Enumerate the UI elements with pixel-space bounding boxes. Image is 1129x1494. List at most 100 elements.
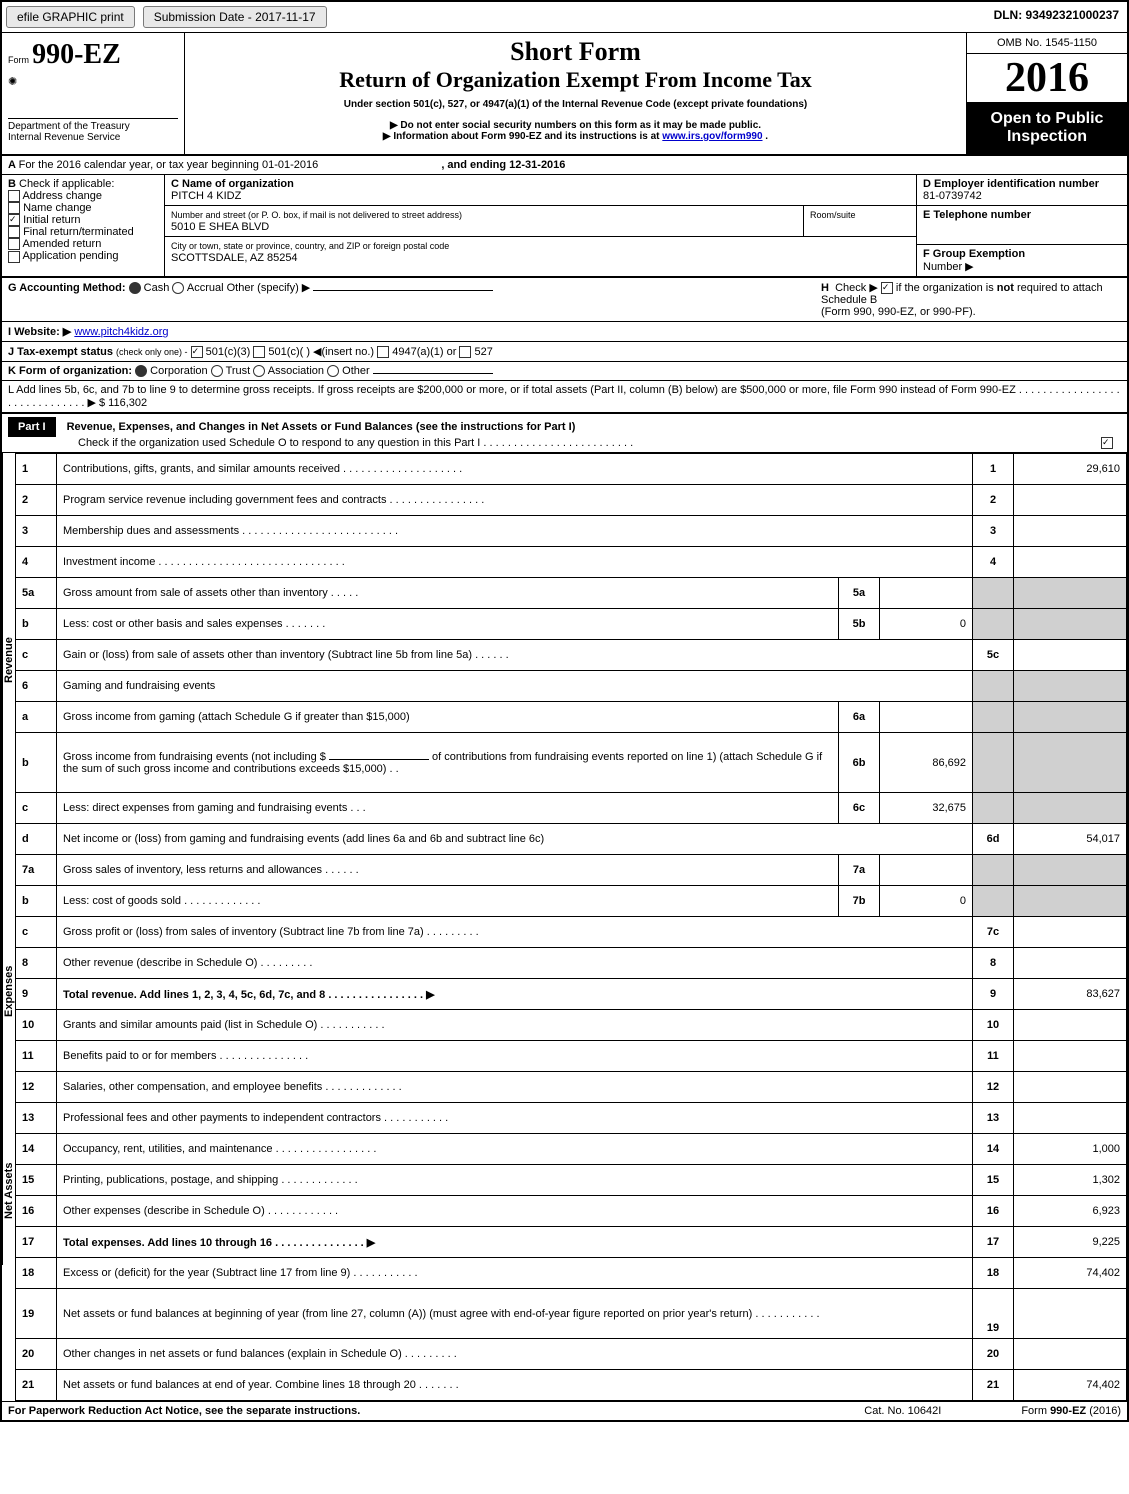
table-row: b Gross income from fundraising events (… <box>16 733 1127 793</box>
chk-4947[interactable] <box>377 346 389 358</box>
table-row: cLess: direct expenses from gaming and f… <box>16 793 1127 824</box>
ein-value: 81-0739742 <box>923 190 982 202</box>
form-container: efile GRAPHIC print Submission Date - 20… <box>0 0 1129 1422</box>
line-j: J Tax-exempt status (check only one) - 5… <box>2 342 1127 362</box>
footer-right: Form 990-EZ (2016) <box>1021 1405 1121 1417</box>
e-label: E Telephone number <box>923 209 1031 221</box>
table-row: bLess: cost or other basis and sales exp… <box>16 609 1127 640</box>
f-label2: Number ▶ <box>923 261 974 273</box>
open-line1: Open to Public <box>971 110 1123 128</box>
chk-address-change[interactable] <box>8 190 20 202</box>
omb-number: OMB No. 1545-1150 <box>967 33 1127 54</box>
side-revenue: Revenue <box>2 453 15 867</box>
table-row: 13Professional fees and other payments t… <box>16 1103 1127 1134</box>
chk-501c3[interactable] <box>191 346 203 358</box>
submission-date-button[interactable]: Submission Date - 2017-11-17 <box>143 6 327 28</box>
line-a-text1: For the 2016 calendar year, or tax year … <box>19 159 319 171</box>
chk-amended-return[interactable] <box>8 238 20 250</box>
table-row: 17Total expenses. Add lines 10 through 1… <box>16 1227 1127 1258</box>
table-row: 11Benefits paid to or for members . . . … <box>16 1041 1127 1072</box>
table-row: 14Occupancy, rent, utilities, and mainte… <box>16 1134 1127 1165</box>
table-row: 6Gaming and fundraising events <box>16 671 1127 702</box>
org-name: PITCH 4 KIDZ <box>171 190 241 202</box>
line-a: A For the 2016 calendar year, or tax yea… <box>2 156 1127 175</box>
header-note2: ▶ Information about Form 990-EZ and its … <box>383 131 662 142</box>
table-row: 19Net assets or fund balances at beginni… <box>16 1289 1127 1339</box>
radio-cash[interactable] <box>129 282 141 294</box>
j-sub: (check only one) - <box>116 347 188 357</box>
dept-irs: Internal Revenue Service <box>8 132 178 143</box>
h-text1: Check ▶ <box>835 282 878 294</box>
lines-container: Revenue Expenses Net Assets 1Contributio… <box>2 453 1127 1401</box>
i-label: I Website: ▶ <box>8 326 71 338</box>
part-i-label: Part I <box>8 417 56 437</box>
irs-eagle-icon: ✺ <box>8 75 178 88</box>
radio-corporation[interactable] <box>135 365 147 377</box>
tax-year: 2016 <box>967 54 1127 102</box>
footer-catno: Cat. No. 10642I <box>864 1405 941 1417</box>
line-6b-input[interactable] <box>329 759 429 760</box>
chk-527[interactable] <box>459 346 471 358</box>
chk-initial-return[interactable] <box>8 214 20 226</box>
header-note1: ▶ Do not enter social security numbers o… <box>193 120 958 131</box>
header-mid: Short Form Return of Organization Exempt… <box>185 33 966 154</box>
dln-label: DLN: 93492321000237 <box>986 2 1127 32</box>
table-row: 5aGross amount from sale of assets other… <box>16 578 1127 609</box>
city-label: City or town, state or province, country… <box>171 241 449 251</box>
b-label: Check if applicable: <box>19 178 114 190</box>
dept-treasury: Department of the Treasury <box>8 121 178 132</box>
radio-trust[interactable] <box>211 365 223 377</box>
entity-block: B Check if applicable: Address change Na… <box>2 175 1127 278</box>
table-row: 12Salaries, other compensation, and empl… <box>16 1072 1127 1103</box>
footer-left: For Paperwork Reduction Act Notice, see … <box>8 1405 360 1417</box>
chk-501c[interactable] <box>253 346 265 358</box>
g-other: Other (specify) ▶ <box>227 282 311 294</box>
city-value: SCOTTSDALE, AZ 85254 <box>171 252 298 264</box>
header-left: Form 990-EZ ✺ Department of the Treasury… <box>2 33 185 154</box>
form-number: 990-EZ <box>32 39 121 70</box>
g-other-input[interactable] <box>313 290 493 291</box>
radio-accrual[interactable] <box>172 282 184 294</box>
efile-print-button[interactable]: efile GRAPHIC print <box>6 6 135 28</box>
chk-schedule-b[interactable] <box>881 282 893 294</box>
lines-table: 1Contributions, gifts, grants, and simil… <box>15 453 1127 1401</box>
radio-association[interactable] <box>253 365 265 377</box>
header-note2-period: . <box>765 131 768 142</box>
street-label: Number and street (or P. O. box, if mail… <box>171 210 462 220</box>
irs-link[interactable]: www.irs.gov/form990 <box>662 131 762 142</box>
header-subtitle: Under section 501(c), 527, or 4947(a)(1)… <box>193 99 958 110</box>
short-form-title: Short Form <box>193 37 958 67</box>
table-row: aGross income from gaming (attach Schedu… <box>16 702 1127 733</box>
line-6b-desc: Gross income from fundraising events (no… <box>57 733 839 793</box>
table-row: cGain or (loss) from sale of assets othe… <box>16 640 1127 671</box>
k-other-input[interactable] <box>373 373 493 374</box>
table-row: dNet income or (loss) from gaming and fu… <box>16 824 1127 855</box>
h-not: not <box>997 282 1014 294</box>
top-bar: efile GRAPHIC print Submission Date - 20… <box>2 2 1127 33</box>
open-to-public: Open to Public Inspection <box>967 102 1127 154</box>
side-expenses: Expenses <box>2 867 15 1116</box>
table-row: 8Other revenue (describe in Schedule O) … <box>16 948 1127 979</box>
table-row: 20Other changes in net assets or fund ba… <box>16 1339 1127 1370</box>
table-row: 10Grants and similar amounts paid (list … <box>16 1010 1127 1041</box>
page-footer: For Paperwork Reduction Act Notice, see … <box>2 1401 1127 1420</box>
chk-name-change[interactable] <box>8 202 20 214</box>
part-i-header: Part I Revenue, Expenses, and Changes in… <box>2 413 1127 453</box>
header-note2-line: ▶ Information about Form 990-EZ and its … <box>193 131 958 142</box>
chk-final-return[interactable] <box>8 226 20 238</box>
table-row: 1Contributions, gifts, grants, and simil… <box>16 454 1127 485</box>
table-row: 16Other expenses (describe in Schedule O… <box>16 1196 1127 1227</box>
h-text2: if the organization is <box>896 282 997 294</box>
radio-other-org[interactable] <box>327 365 339 377</box>
header-right: OMB No. 1545-1150 2016 Open to Public In… <box>966 33 1127 154</box>
room-label: Room/suite <box>810 210 856 220</box>
h-text4: (Form 990, 990-EZ, or 990-PF). <box>821 306 976 318</box>
part-i-title: Revenue, Expenses, and Changes in Net As… <box>67 421 576 433</box>
website-link[interactable]: www.pitch4kidz.org <box>74 326 168 338</box>
chk-schedule-o[interactable] <box>1101 437 1113 449</box>
chk-application-pending[interactable] <box>8 251 20 263</box>
l-amount: $ 116,302 <box>99 397 147 409</box>
j-label: J Tax-exempt status <box>8 346 113 358</box>
section-def: D Employer identification number 81-0739… <box>917 175 1127 276</box>
return-title: Return of Organization Exempt From Incom… <box>193 67 958 93</box>
